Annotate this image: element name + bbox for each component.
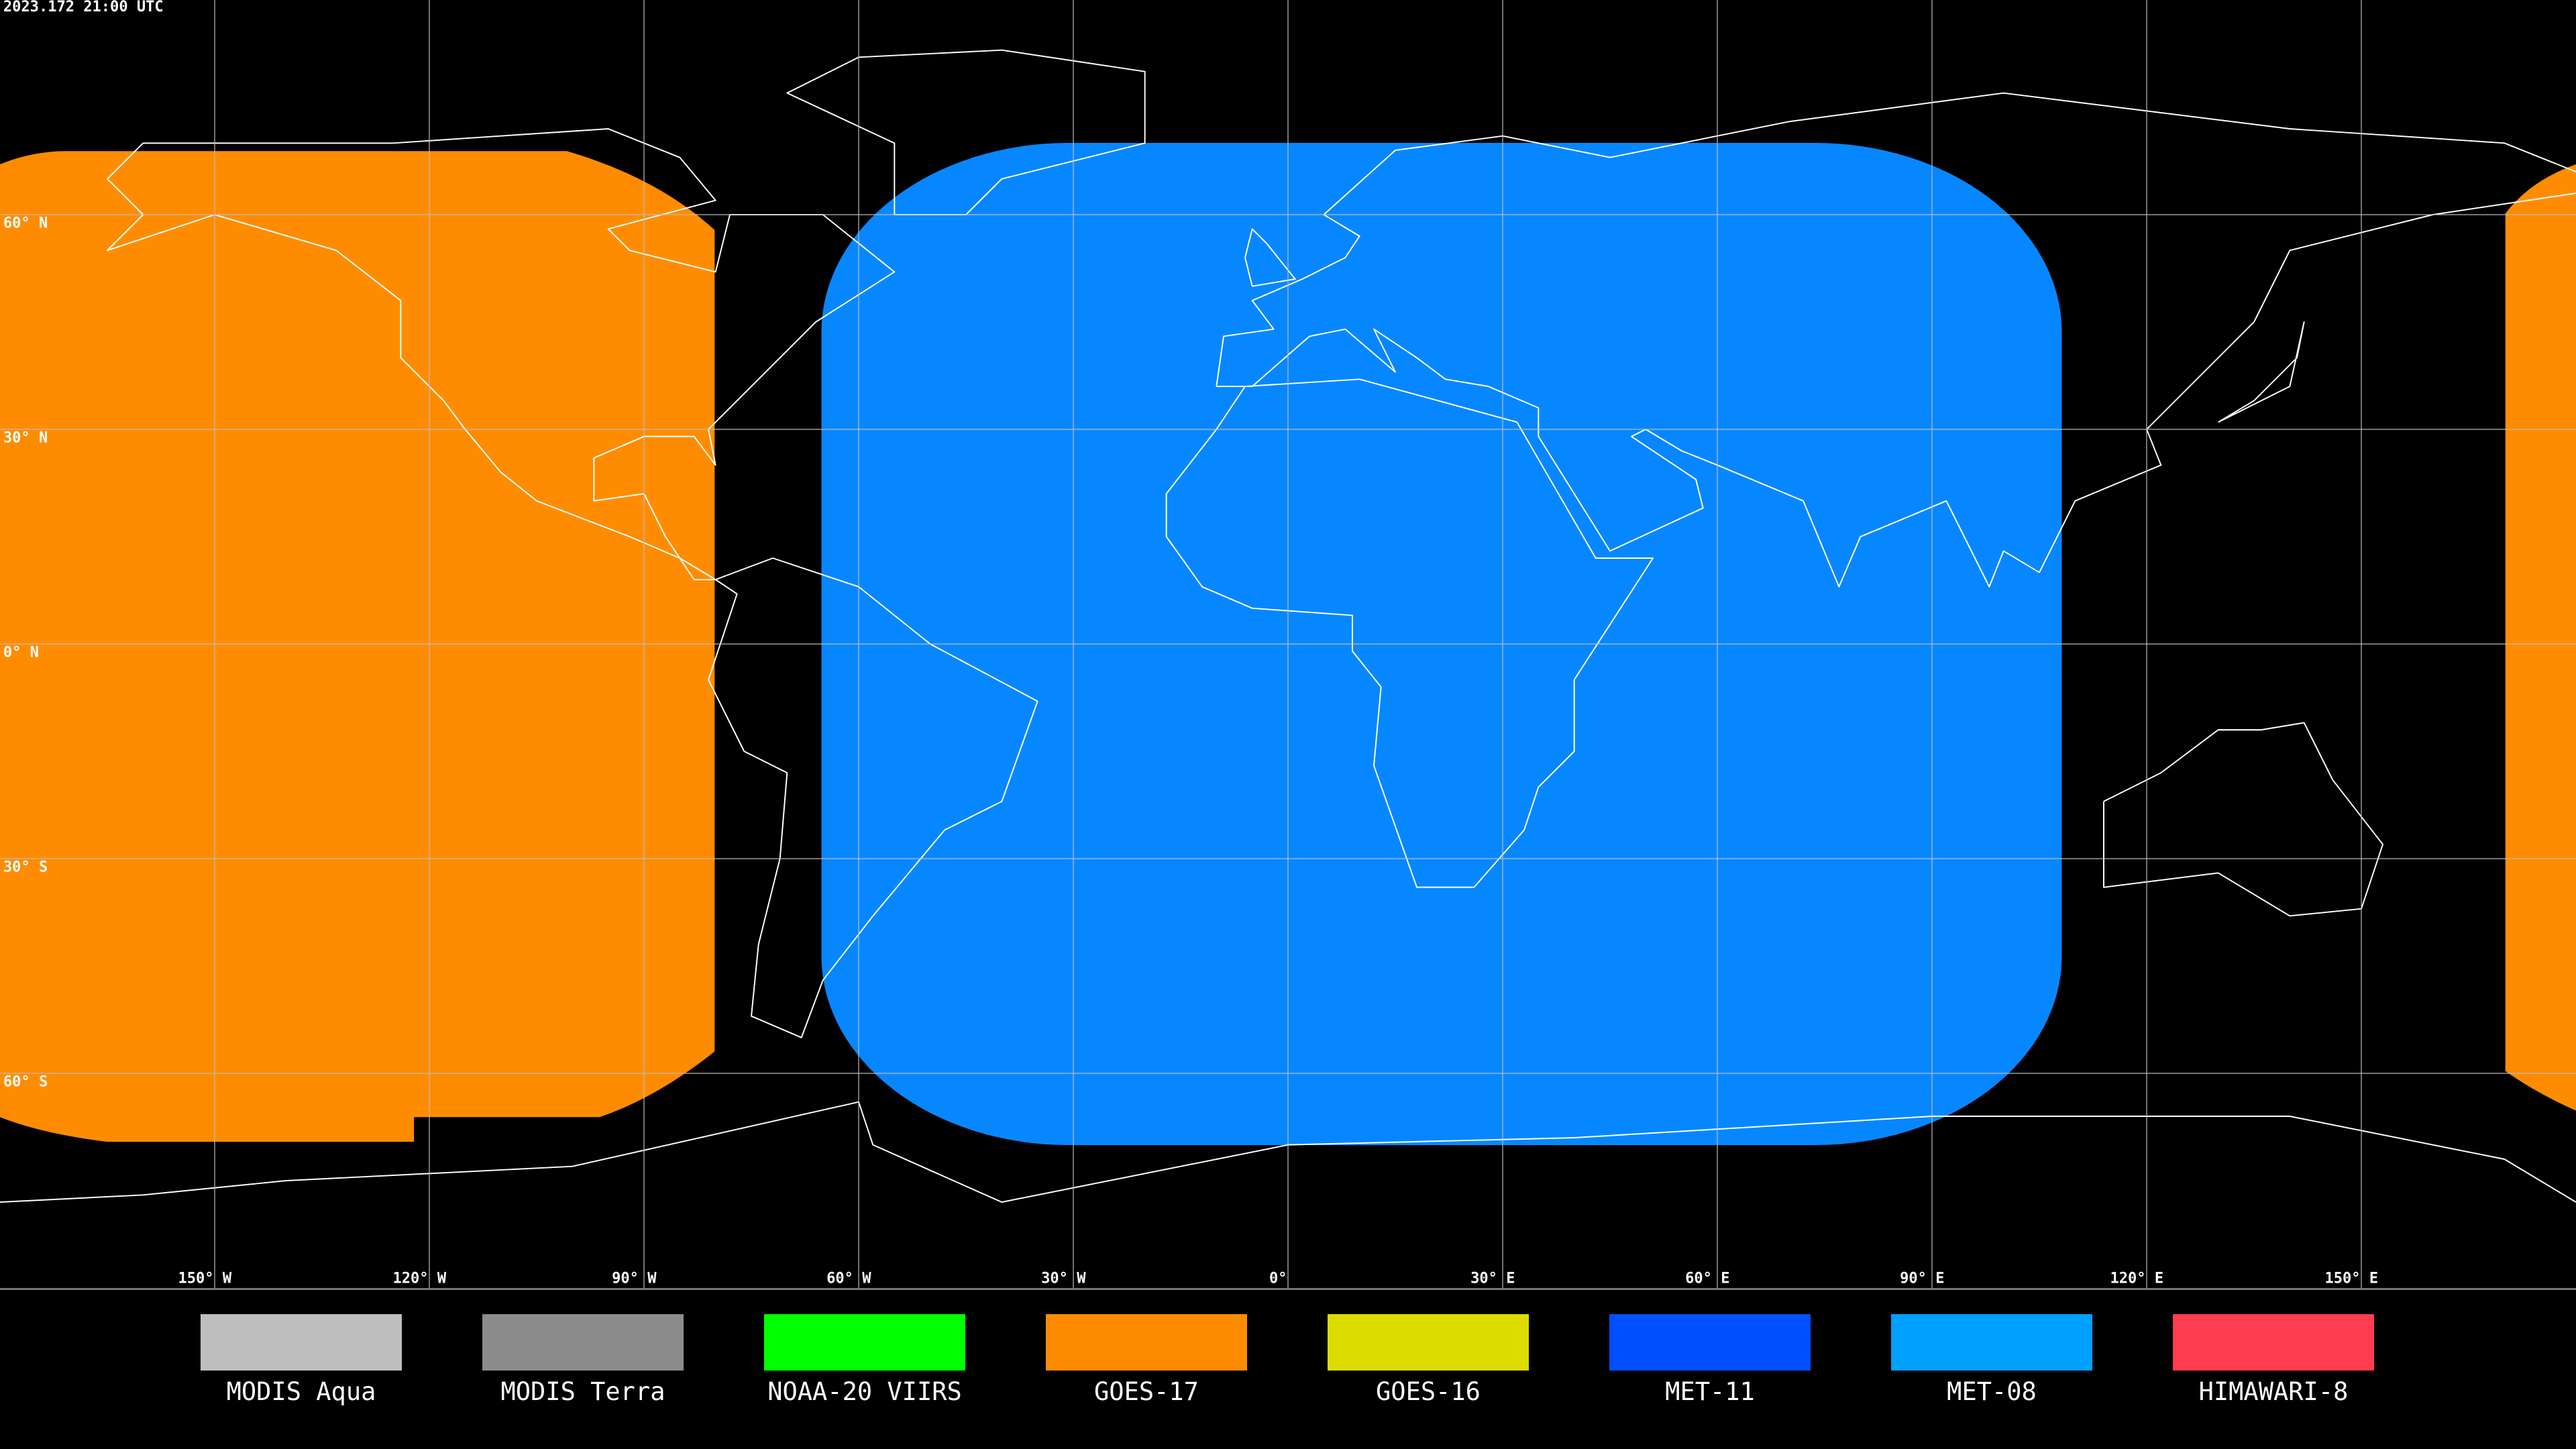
- legend-label: HIMAWARI-8: [2198, 1377, 2349, 1406]
- lat-label: 0° N: [3, 645, 39, 661]
- goes17-coverage: [2505, 164, 2576, 1111]
- lon-label: 30° W: [1041, 1271, 1086, 1287]
- graticule: 60° N 30° N 0° N 30° S 60° S 150° W 120° W 90° …: [0, 0, 2576, 1288]
- legend-item: MODIS Terra: [482, 1314, 684, 1406]
- lon-label: 150° E: [2325, 1271, 2379, 1287]
- coastline: [2218, 321, 2305, 423]
- legend-label: MET-08: [1947, 1377, 2037, 1406]
- coastline: [708, 557, 1038, 1038]
- lon-label: 0°: [1269, 1271, 1287, 1287]
- legend-swatch: [1046, 1314, 1247, 1371]
- legend-label: NOAA-20 VIIRS: [767, 1377, 962, 1406]
- lon-label: 90° W: [612, 1271, 657, 1287]
- timestamp: 2023.172 21:00 UTC: [3, 0, 164, 15]
- legend-item: NOAA-20 VIIRS: [764, 1314, 965, 1406]
- legend-label: GOES-17: [1094, 1377, 1199, 1406]
- lat-label: 60° N: [3, 215, 48, 232]
- lon-label: 150° W: [178, 1271, 232, 1287]
- lon-label: 60° W: [826, 1271, 871, 1287]
- legend-swatch: [2173, 1314, 2374, 1371]
- coastline: [2103, 722, 2383, 917]
- lon-label: 60° E: [1685, 1271, 1729, 1287]
- legend-swatch: [201, 1314, 402, 1371]
- goes17-coverage: [0, 151, 715, 1142]
- legend-label: MET-11: [1665, 1377, 1755, 1406]
- legend-swatch: [764, 1314, 965, 1371]
- legend-swatch: [482, 1314, 684, 1371]
- legend-item: GOES-17: [1046, 1314, 1247, 1406]
- lat-label: 60° S: [3, 1074, 48, 1091]
- legend-swatch: [1609, 1314, 1811, 1371]
- legend-item: MET-08: [1891, 1314, 2092, 1406]
- lat-label: 30° N: [3, 430, 48, 447]
- lon-label: 90° E: [1900, 1271, 1944, 1287]
- map: 60° N 30° N 0° N 30° S 60° S 150° W 120° W 90° …: [0, 0, 2576, 1288]
- legend-swatch: [1328, 1314, 1529, 1371]
- legend-item: MODIS Aqua: [201, 1314, 402, 1406]
- lon-label: 30° E: [1470, 1271, 1515, 1287]
- legend-swatch: [1891, 1314, 2092, 1371]
- legend: MODIS Aqua MODIS Terra NOAA-20 VIIRS GOES-1…: [0, 1288, 2576, 1449]
- legend-label: MODIS Aqua: [226, 1377, 376, 1406]
- legend-item: HIMAWARI-8: [2173, 1314, 2374, 1406]
- legend-label: MODIS Terra: [500, 1377, 665, 1406]
- coastline: [1165, 378, 1654, 888]
- coastline: [0, 1101, 2576, 1203]
- lon-label: 120° E: [2110, 1271, 2164, 1287]
- legend-label: GOES-16: [1376, 1377, 1481, 1406]
- legend-item: GOES-16: [1328, 1314, 1529, 1406]
- legend-item: MET-11: [1609, 1314, 1811, 1406]
- lon-label: 120° W: [393, 1271, 447, 1287]
- coastline: [1216, 193, 2576, 588]
- lat-label: 30° S: [3, 859, 48, 876]
